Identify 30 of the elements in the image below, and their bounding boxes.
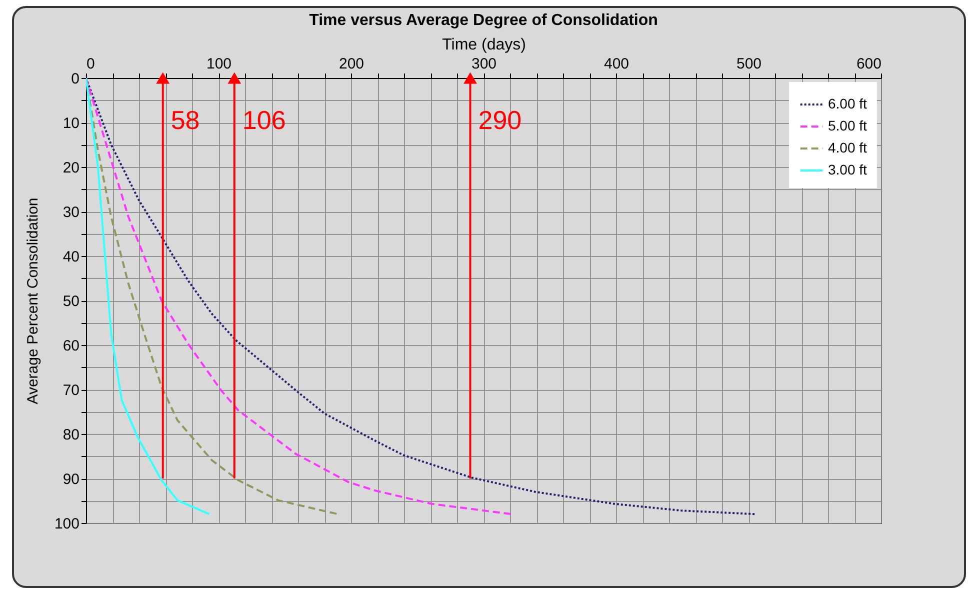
y-tick-label: 90 <box>62 471 80 488</box>
y-tick-label: 40 <box>62 248 80 266</box>
y-tick-label: 70 <box>62 382 80 399</box>
x-tick-label: 400 <box>604 56 630 72</box>
y-tick-label: 60 <box>62 338 80 354</box>
legend-label: 3.00 ft <box>828 162 868 178</box>
y-tick-label: 30 <box>62 204 80 221</box>
annotation: 58 <box>170 105 200 135</box>
annotation: 106 <box>242 105 286 135</box>
legend-label: 6.00 ft <box>828 96 868 112</box>
x-tick-label: 300 <box>471 56 497 72</box>
y-tick-label: 0 <box>71 70 80 88</box>
annotation: 290 <box>478 105 522 135</box>
y-axis-title: Average Percent Consolidation <box>24 198 42 404</box>
chart-title: Time versus Average Degree of Consolidation <box>309 12 658 29</box>
line-series <box>86 78 339 516</box>
legend-label: 5.00 ft <box>828 118 868 134</box>
line-series <box>86 78 210 516</box>
x-tick-label: 600 <box>856 56 882 72</box>
y-tick-label: 10 <box>62 115 80 132</box>
x-tick-label: 0 <box>86 56 95 72</box>
x-tick-label: 200 <box>338 56 364 72</box>
y-tick-label: 20 <box>62 160 80 176</box>
x-tick-label: 500 <box>736 56 762 72</box>
y-tick-label: 50 <box>62 293 80 310</box>
legend-label: 4.00 ft <box>828 140 868 156</box>
x-axis-title: Time (days) <box>442 36 526 54</box>
y-tick-label: 80 <box>62 426 80 444</box>
x-tick-label: 100 <box>206 56 232 72</box>
y-tick-label: 100 <box>54 516 80 532</box>
